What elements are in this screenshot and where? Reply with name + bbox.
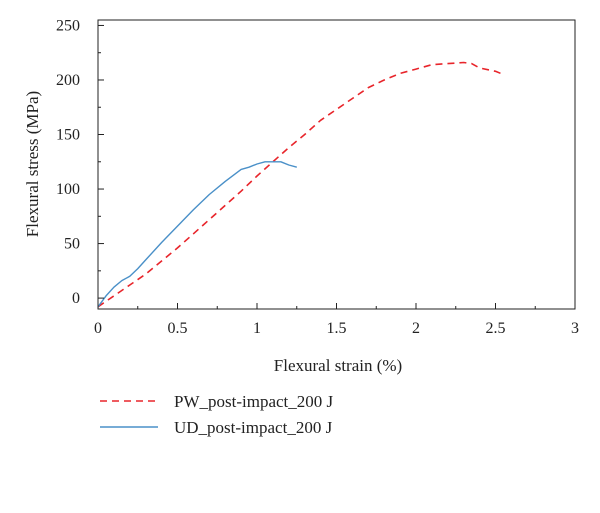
x-axis: 0 0.5 1 1.5 2 2.5 3 xyxy=(94,303,579,337)
y-tick-label: 0 xyxy=(72,290,80,307)
y-tick-label: 100 xyxy=(56,181,80,198)
plot-area xyxy=(97,19,576,310)
y-tick-label: 150 xyxy=(56,127,80,144)
x-tick-label: 2.5 xyxy=(486,320,506,337)
x-tick-label: 0.5 xyxy=(168,320,188,337)
x-tick-label: 1.5 xyxy=(327,320,347,337)
legend-label-pw: PW_post-impact_200 J xyxy=(174,392,334,411)
y-tick-label: 250 xyxy=(56,17,80,34)
series-line-ud xyxy=(97,161,297,308)
y-tick-label: 50 xyxy=(64,236,80,253)
x-tick-label: 0 xyxy=(94,320,102,337)
y-axis-title: Flexural stress (MPa) xyxy=(23,91,42,237)
plot-frame xyxy=(97,19,576,310)
series-layer xyxy=(97,61,504,308)
y-tick-label: 200 xyxy=(56,72,80,89)
x-tick-label: 1 xyxy=(253,320,261,337)
legend: PW_post-impact_200 J UD_post-impact_200 … xyxy=(100,392,334,437)
x-tick-label: 3 xyxy=(571,320,579,337)
x-axis-title: Flexural strain (%) xyxy=(274,356,402,375)
series-line-pw xyxy=(97,61,504,308)
x-tick-label: 2 xyxy=(412,320,420,337)
legend-label-ud: UD_post-impact_200 J xyxy=(174,418,333,437)
y-axis: 0 50 100 150 200 250 xyxy=(56,17,104,307)
